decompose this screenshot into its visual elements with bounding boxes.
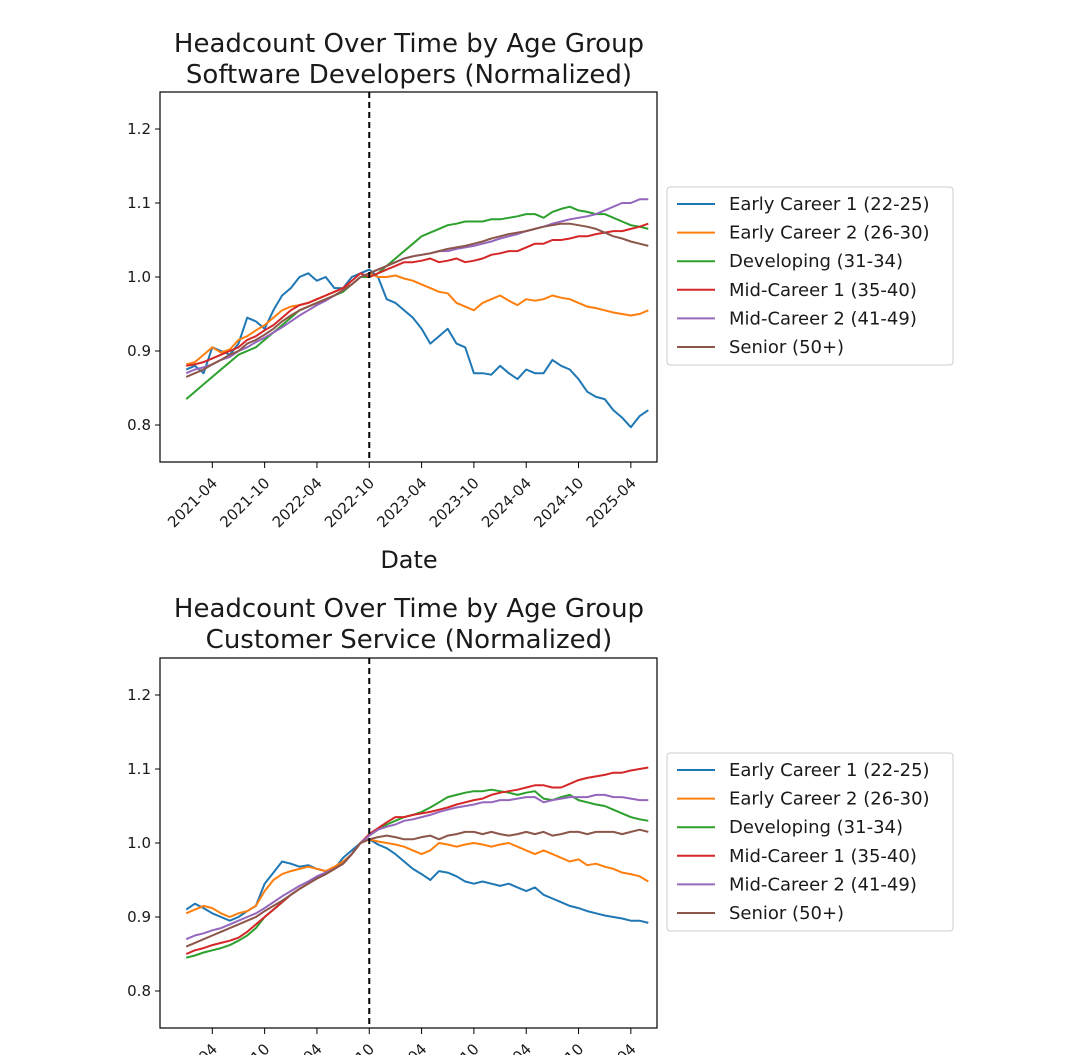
series-line-6	[185, 222, 649, 378]
plot-frame	[159, 657, 658, 1029]
chart-customer-service: Headcount Over Time by Age Group Custome…	[127, 594, 954, 1055]
y-tick-label: 1.1	[127, 760, 151, 778]
series-line-1	[185, 268, 649, 429]
plot-area: 0.8 0.9 1.0 1.1 1.2 2021-042021-102022-042022…	[127, 91, 954, 531]
legend-label: Developing (31-34)	[729, 817, 903, 838]
x-tick-label: 2025-04	[583, 474, 640, 531]
y-tick-label: 1.0	[127, 268, 151, 286]
x-axis-label: Date	[380, 546, 437, 574]
x-tick-label: 10	[456, 1040, 482, 1055]
y-tick-label: 0.9	[127, 908, 151, 926]
chart-software-developers: Headcount Over Time by Age Group Softwar…	[127, 29, 954, 574]
series-lines	[185, 766, 649, 959]
x-tick-label: 04	[404, 1040, 430, 1055]
x-tick-label: 2024-04	[478, 474, 535, 531]
legend-label: Mid-Career 1 (35-40)	[729, 846, 917, 867]
plot-area: 0.8 0.9 1.0 1.1 1.2 04 10 04 10 04 10 04 10 04 Early C…	[127, 657, 954, 1055]
x-tick-label: 04	[509, 1040, 535, 1055]
x-tick-label: 04	[300, 1040, 326, 1055]
series-line-4	[185, 766, 649, 955]
series-line-2	[185, 272, 649, 366]
y-tick-label: 0.8	[127, 416, 151, 434]
y-tick-label: 0.8	[127, 982, 151, 1000]
series-lines	[185, 198, 649, 429]
legend-label: Early Career 1 (22-25)	[729, 194, 930, 215]
x-tick-label: 10	[352, 1040, 378, 1055]
series-line-1	[185, 838, 649, 924]
x-tick-label: 04	[613, 1040, 639, 1055]
chart-subtitle: Customer Service (Normalized)	[206, 625, 613, 655]
x-tick-label: 10	[561, 1040, 587, 1055]
chart-subtitle: Software Developers (Normalized)	[186, 60, 632, 90]
x-tick-label: 2023-10	[426, 474, 483, 531]
legend: Early Career 1 (22-25) Early Career 2 (26…	[666, 752, 954, 932]
x-tick-label: 2022-04	[269, 474, 326, 531]
x-tick-label: 2022-10	[321, 474, 378, 531]
y-tick-label: 0.9	[127, 342, 151, 360]
legend: Early Career 1 (22-25) Early Career 2 (26…	[666, 186, 954, 366]
y-tick-label: 1.2	[127, 120, 151, 138]
x-tick-label: 2023-04	[373, 474, 430, 531]
series-line-6	[185, 828, 649, 948]
x-tick-label: 10	[247, 1040, 273, 1055]
legend-label: Mid-Career 2 (41-49)	[729, 874, 917, 895]
x-tick-label: 2021-10	[216, 474, 273, 531]
plot-frame	[159, 91, 658, 463]
x-tick-label: 04	[195, 1040, 221, 1055]
y-tick-label: 1.2	[127, 686, 151, 704]
series-line-3	[185, 205, 649, 400]
legend-label: Mid-Career 1 (35-40)	[729, 280, 917, 301]
series-line-2	[185, 838, 649, 918]
series-line-5	[185, 793, 649, 941]
y-tick-label: 1.0	[127, 834, 151, 852]
x-tick-label: 2021-04	[164, 474, 221, 531]
chart-title: Headcount Over Time by Age Group	[174, 29, 644, 59]
x-tick-label: 2024-10	[530, 474, 587, 531]
legend-label: Senior (50+)	[729, 337, 844, 358]
legend-label: Early Career 1 (22-25)	[729, 760, 930, 781]
legend-label: Early Career 2 (26-30)	[729, 223, 930, 244]
legend-label: Early Career 2 (26-30)	[729, 789, 930, 810]
legend-box	[666, 186, 954, 366]
chart-title: Headcount Over Time by Age Group	[174, 594, 644, 624]
legend-label: Mid-Career 2 (41-49)	[729, 308, 917, 329]
y-tick-label: 1.1	[127, 194, 151, 212]
legend-box	[666, 752, 954, 932]
legend-label: Senior (50+)	[729, 903, 844, 924]
legend-label: Developing (31-34)	[729, 251, 903, 272]
series-line-4	[186, 222, 649, 367]
